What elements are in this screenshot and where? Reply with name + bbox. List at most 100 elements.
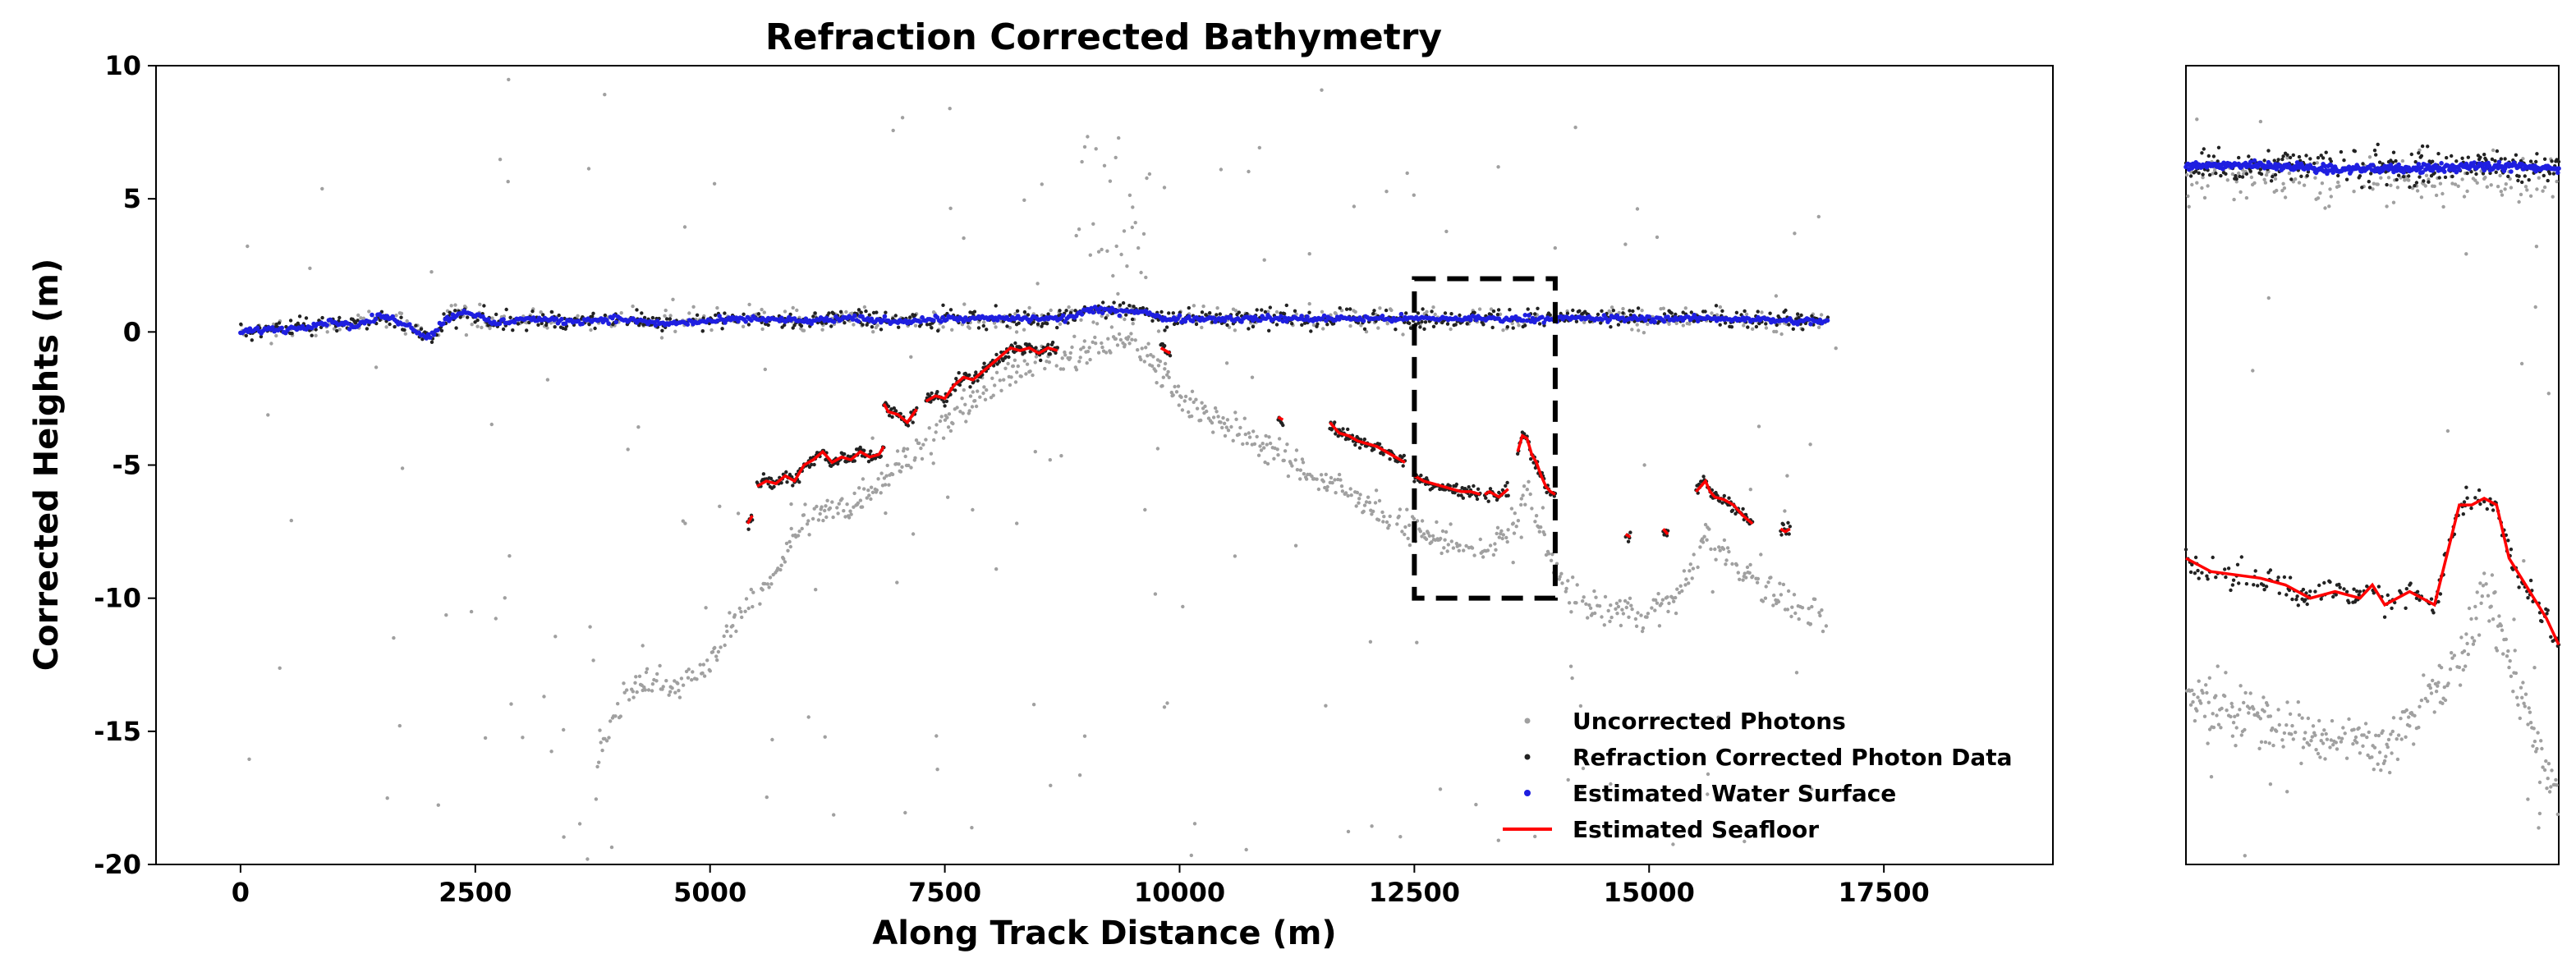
inset-refraction-photon	[2207, 172, 2212, 177]
refraction-photon	[1121, 300, 1126, 305]
inset-uncorrected-photon	[2503, 187, 2507, 191]
uncorrected-photon	[1093, 335, 1097, 340]
uncorrected-photon	[1684, 577, 1688, 581]
uncorrected-photon	[1522, 484, 1527, 488]
uncorrected-photon	[1566, 777, 1570, 782]
refraction-photon	[1167, 311, 1171, 315]
inset-refraction-photon	[2547, 172, 2552, 176]
refraction-photon	[972, 309, 977, 314]
refraction-photon	[1013, 341, 1017, 346]
inset-uncorrected-photon	[2301, 745, 2306, 750]
uncorrected-photon	[1706, 792, 1710, 796]
inset-uncorrected-photon	[2496, 185, 2500, 189]
x-tick-label: 2500	[439, 877, 512, 908]
refraction-photon	[1127, 304, 1132, 308]
refraction-photon	[870, 325, 875, 329]
refraction-photon	[981, 323, 986, 328]
uncorrected-photon	[1541, 506, 1545, 510]
uncorrected-photon	[1109, 351, 1113, 355]
uncorrected-photon	[850, 311, 854, 315]
uncorrected-photon	[489, 422, 494, 427]
uncorrected-photon	[1221, 415, 1225, 420]
inset-uncorrected-photon	[2509, 674, 2514, 678]
uncorrected-photon	[1602, 623, 1607, 627]
inset-refraction-photon	[2420, 144, 2425, 149]
refraction-photon	[994, 352, 999, 357]
uncorrected-photon	[1660, 598, 1665, 602]
uncorrected-photon	[1149, 353, 1153, 357]
uncorrected-photon	[1087, 346, 1091, 350]
water-surface-point	[1661, 319, 1667, 324]
uncorrected-photon	[844, 309, 848, 314]
inset-refraction-photon	[2462, 500, 2467, 504]
uncorrected-photon	[741, 324, 746, 328]
inset-uncorrected-photon	[2244, 195, 2249, 200]
inset-refraction-photon	[2319, 597, 2323, 601]
uncorrected-photon	[591, 658, 595, 663]
uncorrected-photon	[681, 519, 685, 523]
uncorrected-photon	[1028, 369, 1032, 374]
inset-uncorrected-photon	[2504, 637, 2508, 641]
uncorrected-photon	[1276, 453, 1280, 457]
uncorrected-photon	[791, 305, 795, 310]
uncorrected-photon	[507, 554, 512, 558]
inset-refraction-photon	[2450, 154, 2454, 158]
uncorrected-photon	[848, 509, 852, 513]
uncorrected-photon	[731, 624, 735, 628]
inset-uncorrected-photon	[2465, 189, 2469, 194]
refraction-photon	[557, 313, 561, 318]
uncorrected-photon	[1352, 204, 1357, 209]
uncorrected-photon	[909, 355, 913, 359]
uncorrected-photon	[585, 857, 590, 861]
inset-uncorrected-photon	[2276, 708, 2280, 712]
inset-refraction-photon	[2317, 583, 2321, 588]
uncorrected-photon	[1189, 853, 1194, 858]
inset-uncorrected-photon	[2385, 204, 2389, 209]
uncorrected-photon	[1496, 838, 1501, 842]
uncorrected-photon	[1514, 525, 1518, 529]
inset-uncorrected-photon	[2487, 619, 2491, 623]
inset-uncorrected-photon	[2550, 768, 2554, 773]
inset-refraction-photon	[2229, 588, 2233, 593]
uncorrected-photon	[475, 324, 480, 328]
uncorrected-photon	[832, 813, 836, 817]
inset-refraction-photon	[2253, 569, 2257, 573]
refraction-photon	[997, 360, 1002, 364]
inset-uncorrected-photon	[2385, 745, 2390, 750]
uncorrected-photon	[1151, 355, 1155, 359]
refraction-photon	[1281, 423, 1285, 428]
uncorrected-photon	[1800, 606, 1805, 610]
inset-uncorrected-photon	[2514, 671, 2519, 676]
inset-refraction-photon	[2230, 583, 2235, 587]
inset-refraction-photon	[2461, 512, 2465, 516]
inset-uncorrected-photon	[2202, 714, 2207, 718]
inset-refraction-photon	[2234, 174, 2238, 178]
inset-uncorrected-photon	[2539, 739, 2543, 743]
inset-refraction-photon	[2517, 174, 2521, 178]
uncorrected-photon	[1259, 448, 1264, 452]
uncorrected-photon	[1371, 509, 1375, 514]
inset-uncorrected-photon	[2271, 726, 2275, 731]
uncorrected-photon	[1174, 390, 1179, 394]
inset-uncorrected-photon	[2376, 733, 2381, 738]
uncorrected-photon	[982, 385, 986, 389]
uncorrected-photon	[1534, 514, 1539, 518]
inset-refraction-photon	[2202, 147, 2206, 151]
uncorrected-photon	[449, 304, 453, 308]
refraction-photon	[1609, 325, 1613, 329]
water-surface-point	[613, 319, 619, 325]
uncorrected-photon	[1222, 421, 1227, 425]
uncorrected-photon	[852, 505, 856, 509]
uncorrected-photon	[845, 502, 849, 507]
uncorrected-photon	[642, 685, 646, 690]
inset-refraction-photon	[2376, 142, 2380, 147]
uncorrected-photon	[1573, 126, 1577, 130]
inset-uncorrected-photon	[2367, 730, 2371, 735]
uncorrected-photon	[1045, 360, 1049, 364]
inset-uncorrected-photon	[2473, 604, 2477, 609]
refraction-photon	[714, 313, 718, 318]
uncorrected-photon	[314, 333, 318, 337]
inset-refraction-photon	[2197, 171, 2201, 175]
uncorrected-photon	[1657, 624, 1662, 628]
inset-refraction-photon	[2374, 153, 2378, 157]
